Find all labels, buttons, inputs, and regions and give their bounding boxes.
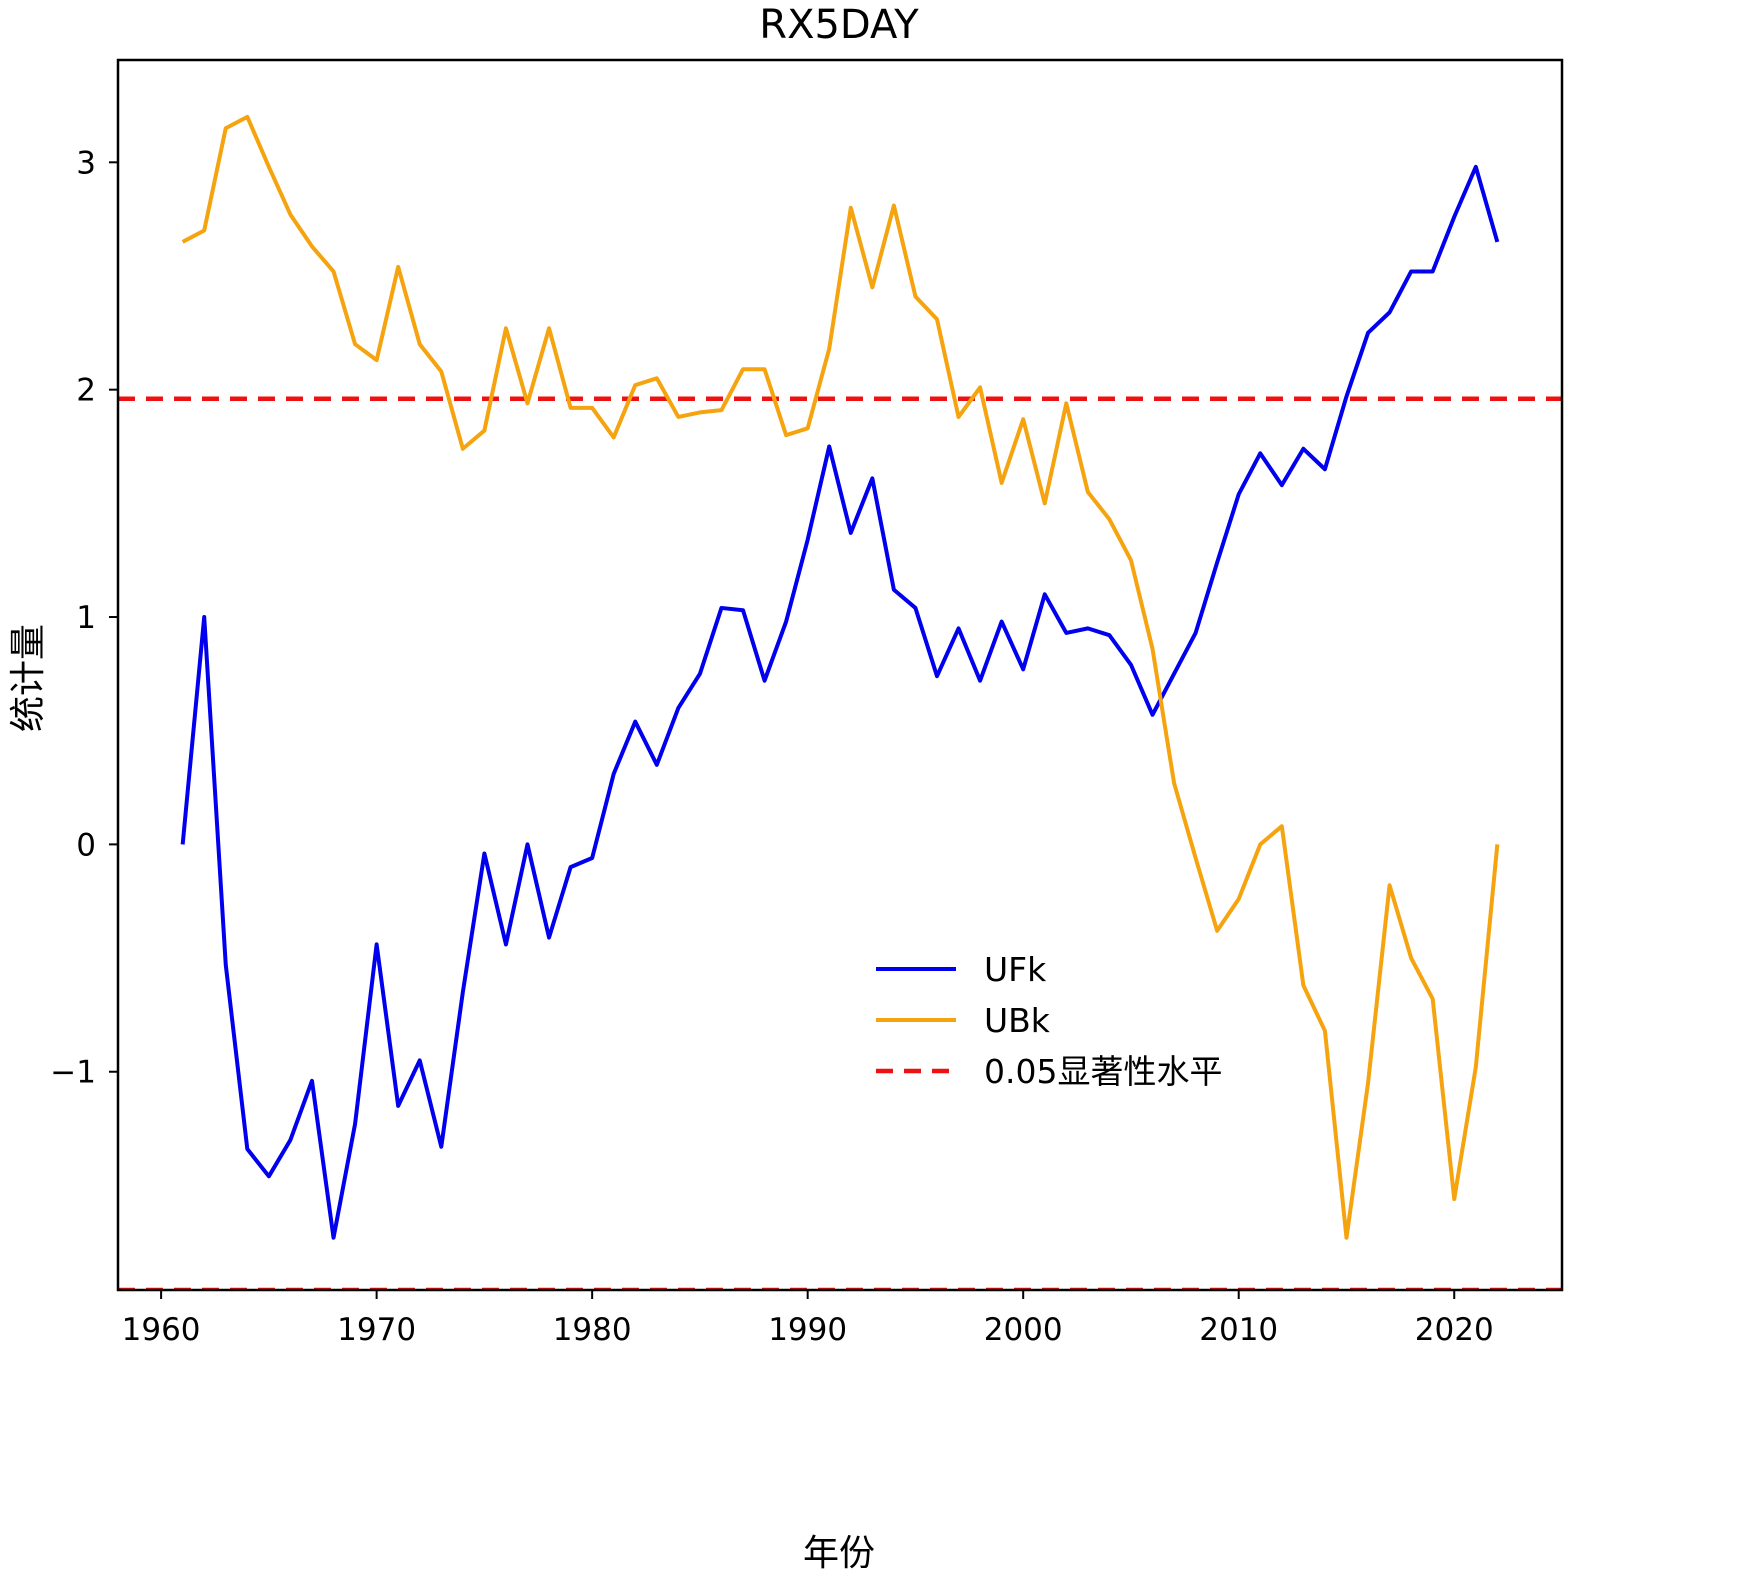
legend: UFk UBk 0.05显著性水平 <box>876 950 1222 1091</box>
series-lines <box>180 114 1500 1240</box>
y-axis-label: 统计量 <box>8 624 49 732</box>
y-tick-label: 1 <box>76 600 96 636</box>
plot-frame <box>116 58 1564 1292</box>
x-axis-ticks: 1960 1970 1980 1990 2000 2010 2020 <box>122 1290 1494 1348</box>
x-tick-label: 2010 <box>1199 1312 1278 1348</box>
series-line-ubk <box>181 114 1500 1240</box>
x-axis-label: 年份 <box>803 1533 875 1574</box>
y-tick-label: 3 <box>76 145 96 181</box>
reference-lines <box>118 396 1562 1290</box>
chart-title: RX5DAY <box>759 2 919 48</box>
x-tick-label: 2000 <box>984 1312 1063 1348</box>
y-axis-ticks: −1 0 1 2 3 <box>50 145 118 1091</box>
series-line-ufk <box>180 164 1500 1240</box>
x-tick-label: 1990 <box>768 1312 847 1348</box>
x-tick-label: 1980 <box>553 1312 632 1348</box>
legend-label-ubk: UBk <box>984 1001 1051 1040</box>
x-tick-label: 1960 <box>122 1312 201 1348</box>
y-tick-label: 0 <box>76 827 96 863</box>
x-tick-label: 2020 <box>1415 1312 1494 1348</box>
y-tick-label: 2 <box>76 373 96 409</box>
x-tick-label: 1970 <box>337 1312 416 1348</box>
legend-label-ufk: UFk <box>984 950 1047 989</box>
y-tick-label: −1 <box>50 1055 96 1091</box>
legend-label-significance: 0.05显著性水平 <box>984 1052 1222 1091</box>
